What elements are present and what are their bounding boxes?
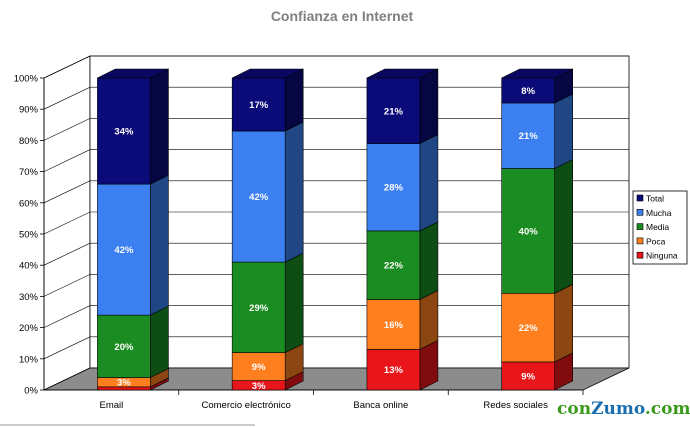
y-tick-label: 100%	[14, 74, 39, 85]
bar-top-total	[97, 68, 169, 79]
bar-side-poca	[419, 290, 439, 350]
gridline	[43, 211, 629, 235]
gridline	[43, 305, 629, 328]
bar-segment-ninguna	[366, 349, 421, 391]
gridline	[43, 55, 629, 79]
bar-side-total	[419, 68, 439, 144]
bar-side-mucha	[284, 121, 304, 263]
gridline	[43, 118, 629, 141]
legend-label-ninguna: Ninguna	[646, 251, 678, 261]
axes: 0% 10% 20% 30% 40% 50% 60% 70% 80% 90% 100% Email Co…	[14, 74, 584, 411]
x-category-label: Email	[99, 400, 123, 411]
bar-segment-media	[97, 314, 151, 378]
bar-side-total	[150, 68, 169, 185]
x-category-label: Banca online	[353, 400, 408, 411]
bar-top-total	[366, 68, 439, 79]
bar-top-total	[501, 68, 573, 79]
data-label: 34%	[114, 127, 134, 138]
data-label: 8%	[521, 86, 535, 97]
gridline	[43, 336, 629, 360]
y-tick-label: 30%	[19, 292, 39, 303]
y-tick-label: 60%	[19, 198, 39, 209]
legend-swatch-mucha	[636, 209, 644, 216]
data-label: 3%	[117, 378, 131, 389]
bar-segment-media	[231, 261, 286, 353]
x-category-label: Comercio electrónico	[202, 400, 291, 411]
bar-side-media	[284, 252, 304, 354]
legend-swatch-media	[636, 223, 644, 230]
gridline	[43, 86, 629, 110]
gridline	[43, 180, 629, 204]
bar-top-total	[232, 68, 304, 79]
bar-segment-media	[501, 168, 555, 294]
bar-segment-poca	[231, 352, 286, 381]
data-label: 22%	[519, 323, 539, 334]
data-labels: 3% 20% 42% 34% 3% 9% 29% 42% 17% 13% 16% 22% 28% 21% 9…	[114, 86, 538, 392]
bar-segment-poca	[501, 292, 555, 363]
legend-label-total: Total	[646, 194, 664, 204]
bar-side-media	[554, 159, 574, 294]
data-label: 16%	[384, 320, 404, 331]
data-label: 29%	[249, 303, 269, 314]
bar-side-mucha	[554, 93, 574, 169]
gridline	[43, 242, 629, 266]
data-label: 40%	[519, 226, 539, 237]
legend-label-media: Media	[646, 222, 669, 232]
bar-segment-total	[501, 77, 555, 104]
legend-label-poca: Poca	[646, 236, 666, 246]
bar-segment-mucha	[501, 102, 555, 169]
data-label: 9%	[252, 362, 266, 373]
legend: Total Mucha Media Poca Ninguna	[632, 190, 688, 265]
bar-segment-mucha	[97, 183, 151, 316]
y-tick-label: 20%	[19, 323, 39, 334]
x-category-label: Redes sociales	[483, 400, 548, 411]
data-label: 28%	[384, 183, 404, 194]
bar-segment-mucha	[231, 130, 286, 263]
bar-segment-total	[97, 77, 151, 185]
legend-label-mucha: Mucha	[646, 208, 672, 218]
data-label: 9%	[521, 371, 535, 382]
data-label: 42%	[114, 245, 134, 256]
y-tick-label: 50%	[19, 230, 39, 241]
bar-side-mucha	[150, 174, 169, 316]
data-label: 42%	[249, 192, 269, 203]
legend-swatch-ninguna	[636, 251, 644, 259]
y-tick-label: 80%	[19, 136, 39, 147]
bar-side-media	[419, 221, 439, 300]
bar-side-media	[150, 305, 169, 378]
legend-swatch-poca	[636, 237, 644, 245]
data-label: 20%	[114, 342, 134, 353]
chart-title: Confianza en Internet	[271, 8, 414, 24]
bar-stacks	[97, 68, 574, 391]
gridline	[43, 149, 629, 172]
y-tick-label: 90%	[19, 105, 39, 116]
y-tick-label: 40%	[19, 261, 39, 272]
bar-segment-ninguna	[501, 361, 555, 391]
bar-side-total	[284, 68, 304, 132]
y-tick-label: 0%	[24, 386, 38, 397]
bar-segment-media	[366, 230, 421, 300]
gridline	[43, 274, 629, 297]
legend-swatch-total	[636, 194, 644, 202]
data-label: 17%	[249, 100, 269, 111]
data-label: 21%	[519, 131, 539, 142]
data-label: 21%	[384, 106, 404, 117]
data-label: 13%	[384, 365, 404, 376]
y-tick-label: 10%	[19, 354, 39, 365]
bar-segment-poca	[366, 299, 421, 350]
data-label: 3%	[252, 381, 266, 392]
bar-side-poca	[554, 283, 574, 363]
y-tick-label: 70%	[19, 167, 39, 178]
brand-watermark: conZumo.com	[557, 399, 690, 419]
data-label: 22%	[384, 261, 404, 272]
bar-side-mucha	[419, 134, 439, 232]
